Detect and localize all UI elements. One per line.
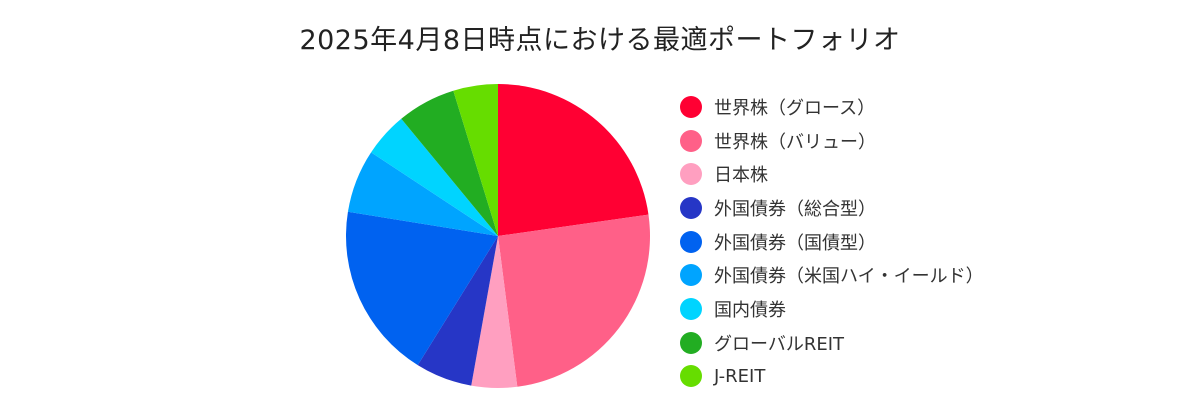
legend-item: 外国債券（米国ハイ・イールド） (680, 258, 984, 292)
legend-item: 世界株（バリュー） (680, 124, 984, 158)
pie-slice (417, 236, 498, 386)
legend-swatch (680, 297, 702, 320)
legend-swatch (680, 163, 702, 186)
legend-swatch (680, 230, 702, 253)
legend-label: 世界株（バリュー） (714, 131, 876, 153)
legend-item: 外国債券（総合型） (680, 191, 984, 225)
pie-slice (346, 211, 498, 366)
legend-label: 外国債券（総合型） (714, 198, 876, 220)
pie-slice (401, 90, 498, 236)
legend-label: J-REIT (714, 365, 766, 387)
legend-swatch (680, 129, 702, 152)
pie-slice (471, 236, 518, 388)
legend-swatch (680, 331, 702, 354)
legend: 世界株（グロース） 世界株（バリュー） 日本株 外国債券（総合型） 外国債券（国… (680, 90, 984, 393)
legend-label: グローバルREIT (714, 333, 845, 355)
pie-slice (371, 118, 498, 236)
legend-label: 日本株 (714, 165, 768, 187)
legend-item: 外国債券（国債型） (680, 225, 984, 259)
legend-swatch (680, 264, 702, 287)
legend-label: 外国債券（国債型） (714, 232, 876, 254)
pie-slice (453, 84, 498, 236)
pie-chart (346, 84, 650, 388)
pie-slice (498, 214, 650, 387)
legend-item: 国内債券 (680, 292, 984, 326)
chart-title: 2025年4月8日時点における最適ポートフォリオ (299, 25, 901, 56)
pie-slice (347, 152, 498, 236)
legend-swatch (680, 95, 702, 118)
legend-item: グローバルREIT (680, 326, 984, 360)
legend-item: J-REIT (680, 360, 984, 394)
legend-label: 国内債券 (714, 299, 786, 321)
legend-swatch (680, 196, 702, 219)
legend-item: 日本株 (680, 157, 984, 191)
legend-swatch (680, 365, 702, 388)
legend-item: 世界株（グロース） (680, 90, 984, 124)
pie-slice (498, 84, 649, 236)
legend-label: 世界株（グロース） (714, 97, 876, 119)
legend-label: 外国債券（米国ハイ・イールド） (714, 266, 984, 288)
